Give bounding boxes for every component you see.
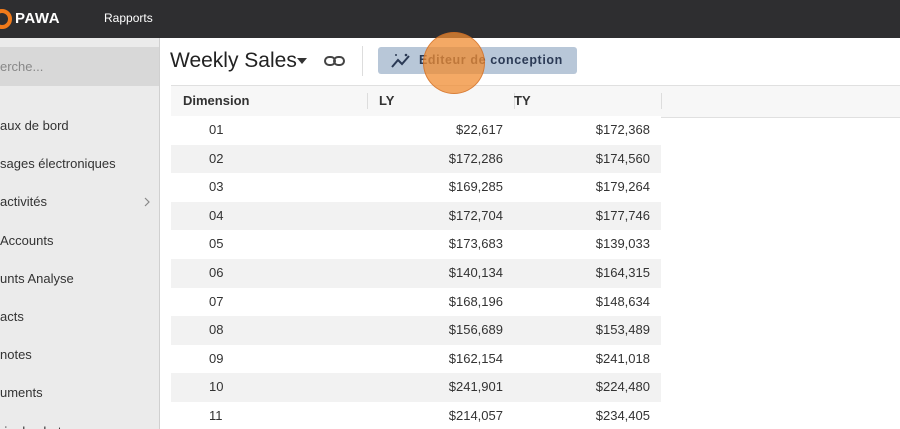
column-header[interactable]: LY bbox=[379, 93, 395, 108]
dimension-cell: 11 bbox=[209, 408, 223, 423]
dropdown-caret[interactable] bbox=[296, 57, 308, 65]
report-title[interactable]: Weekly Sales bbox=[170, 49, 297, 72]
ty-cell: $224,480 bbox=[595, 379, 650, 395]
logo[interactable]: PAWA bbox=[15, 10, 61, 27]
table-row: 02 $172,286 $174,560 bbox=[171, 144, 661, 174]
dimension-cell: 07 bbox=[209, 293, 224, 309]
search-placeholder: erche... bbox=[0, 59, 44, 74]
sidebar: erche... aux de bord sages électroniques a… bbox=[0, 38, 160, 429]
ly-cell: $172,286 bbox=[448, 150, 503, 166]
dimension-cell: 05 bbox=[209, 236, 224, 252]
column-header[interactable]: TY bbox=[514, 93, 531, 108]
logo-icon bbox=[0, 9, 12, 29]
ty-cell: $172,368 bbox=[595, 122, 650, 137]
menu-item[interactable]: notes bbox=[0, 347, 32, 363]
ly-cell: $214,057 bbox=[448, 408, 503, 423]
dimension-cell: 08 bbox=[209, 322, 224, 338]
ty-cell: $179,264 bbox=[595, 179, 650, 195]
table-row: 09 $162,154 $241,018 bbox=[171, 344, 661, 374]
table-row: 01 $22,617 $172,368 bbox=[171, 116, 661, 145]
menu-item[interactable]: Accounts bbox=[0, 232, 54, 248]
table-row: 10 $241,901 $224,480 bbox=[171, 373, 661, 402]
ty-cell: $174,560 bbox=[595, 150, 650, 166]
ly-cell: $172,704 bbox=[448, 207, 503, 223]
table-header: Dimension LY TY bbox=[171, 85, 900, 118]
menu-item[interactable]: rie de photos bbox=[0, 424, 75, 429]
ly-cell: $169,285 bbox=[448, 179, 503, 195]
dimension-cell: 04 bbox=[209, 207, 224, 223]
wand-icon bbox=[391, 53, 410, 68]
click-indicator bbox=[423, 32, 485, 94]
dimension-cell: 06 bbox=[209, 265, 224, 280]
ly-cell: $156,689 bbox=[448, 322, 503, 338]
chevron bbox=[144, 197, 150, 207]
menu-item[interactable]: acts bbox=[0, 309, 24, 324]
column-divider bbox=[661, 93, 662, 109]
column-header[interactable]: Dimension bbox=[183, 93, 250, 108]
table-row: 06 $140,134 $164,315 bbox=[171, 259, 661, 288]
table-row: 05 $173,683 $139,033 bbox=[171, 230, 661, 259]
dimension-cell: 10 bbox=[209, 379, 224, 395]
ty-cell: $148,634 bbox=[595, 293, 650, 309]
table-row: 07 $168,196 $148,634 bbox=[171, 287, 661, 317]
column-divider bbox=[514, 93, 515, 109]
table-row: 04 $172,704 $177,746 bbox=[171, 201, 661, 231]
link-icon[interactable] bbox=[323, 52, 347, 70]
dimension-cell: 01 bbox=[209, 122, 224, 137]
ly-cell: $22,617 bbox=[456, 122, 503, 137]
ty-cell: $241,018 bbox=[595, 350, 650, 366]
ty-cell: $234,405 bbox=[595, 408, 650, 423]
ty-cell: $164,315 bbox=[595, 265, 650, 280]
dimension-cell: 02 bbox=[209, 150, 224, 166]
menu-item[interactable]: aux de bord bbox=[0, 118, 69, 133]
menu-item[interactable]: uments bbox=[0, 385, 43, 401]
search-box[interactable]: erche... bbox=[0, 47, 159, 86]
ty-cell: $177,746 bbox=[595, 207, 650, 223]
ly-cell: $140,134 bbox=[448, 265, 503, 280]
table-row: 03 $169,285 $179,264 bbox=[171, 173, 661, 202]
nav-link[interactable]: Rapports bbox=[104, 11, 153, 25]
column-divider bbox=[367, 93, 368, 109]
ty-cell: $139,033 bbox=[595, 236, 650, 252]
ly-cell: $241,901 bbox=[448, 379, 503, 395]
menu-item[interactable]: activités bbox=[0, 194, 47, 210]
separator bbox=[362, 46, 363, 76]
menu-item[interactable]: sages électroniques bbox=[0, 156, 116, 172]
dimension-cell: 03 bbox=[209, 179, 224, 195]
table-row: 08 $156,689 $153,489 bbox=[171, 316, 661, 345]
dimension-cell: 09 bbox=[209, 350, 224, 366]
menu-item[interactable]: unts Analyse bbox=[0, 270, 74, 286]
table-row: 11 $214,057 $234,405 bbox=[171, 402, 661, 429]
ly-cell: $162,154 bbox=[448, 350, 503, 366]
ty-cell: $153,489 bbox=[595, 322, 650, 338]
ly-cell: $168,196 bbox=[448, 293, 503, 309]
ly-cell: $173,683 bbox=[448, 236, 503, 252]
top-bar: PAWA Rapports bbox=[0, 0, 900, 38]
